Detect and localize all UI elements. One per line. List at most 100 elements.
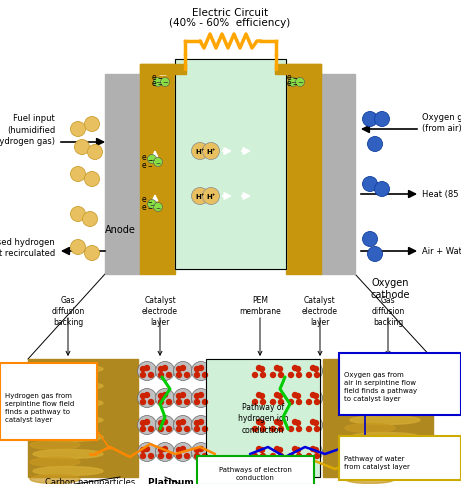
Text: Air + Water output: Air + Water output (422, 247, 461, 256)
Circle shape (296, 454, 301, 458)
Circle shape (260, 448, 265, 453)
Ellipse shape (350, 416, 420, 424)
Circle shape (285, 362, 305, 381)
Circle shape (137, 362, 156, 381)
Circle shape (141, 454, 146, 458)
Circle shape (159, 448, 164, 453)
Text: −: − (147, 163, 152, 168)
Circle shape (285, 416, 305, 435)
Circle shape (256, 447, 261, 452)
Circle shape (71, 167, 85, 182)
Circle shape (285, 442, 305, 462)
Circle shape (159, 426, 164, 432)
Circle shape (184, 426, 189, 432)
Ellipse shape (33, 416, 103, 424)
Circle shape (303, 362, 323, 381)
Circle shape (289, 454, 294, 458)
Circle shape (260, 393, 265, 399)
Ellipse shape (30, 457, 80, 467)
Text: H⁺: H⁺ (195, 194, 205, 199)
Circle shape (303, 442, 323, 462)
Circle shape (177, 448, 182, 453)
Circle shape (267, 362, 286, 381)
Circle shape (155, 389, 175, 408)
Circle shape (296, 78, 305, 87)
Circle shape (260, 421, 265, 425)
Bar (206, 359, 320, 477)
Circle shape (148, 373, 154, 378)
Ellipse shape (350, 365, 420, 374)
Circle shape (184, 373, 189, 378)
Ellipse shape (33, 382, 103, 391)
Circle shape (159, 421, 164, 425)
Text: Gas
diffusion
backing: Gas diffusion backing (51, 295, 85, 327)
Bar (105, 75, 140, 274)
Circle shape (303, 416, 323, 435)
Circle shape (289, 373, 294, 378)
Circle shape (260, 367, 265, 372)
Circle shape (159, 367, 164, 372)
Bar (320, 75, 355, 274)
Circle shape (367, 137, 383, 152)
Circle shape (292, 447, 297, 452)
Circle shape (249, 389, 268, 408)
Circle shape (137, 416, 156, 435)
FancyBboxPatch shape (197, 456, 314, 484)
Circle shape (314, 373, 319, 378)
Text: e: e (287, 78, 291, 87)
Circle shape (84, 246, 100, 261)
Text: −: − (162, 80, 168, 86)
Circle shape (177, 426, 182, 432)
Circle shape (314, 426, 319, 432)
Circle shape (296, 421, 301, 425)
Text: PEM
membrane: PEM membrane (239, 295, 281, 316)
Circle shape (253, 426, 258, 432)
Circle shape (296, 367, 301, 372)
Text: Unused hydrogen
gas output recirculated: Unused hydrogen gas output recirculated (0, 238, 55, 257)
Text: e: e (152, 72, 156, 81)
Text: −: − (290, 80, 296, 86)
Circle shape (148, 400, 154, 405)
Text: −: − (147, 205, 152, 210)
Bar (175, 60, 286, 270)
Bar (140, 65, 175, 274)
Circle shape (162, 420, 167, 424)
Circle shape (296, 393, 301, 399)
Circle shape (307, 454, 312, 458)
Circle shape (155, 416, 175, 435)
Circle shape (173, 389, 193, 408)
Circle shape (267, 389, 286, 408)
Circle shape (177, 373, 182, 378)
Circle shape (311, 366, 315, 371)
Text: Electric Circuit: Electric Circuit (192, 8, 268, 18)
Ellipse shape (33, 365, 103, 374)
Circle shape (271, 373, 276, 378)
Circle shape (141, 393, 146, 399)
Circle shape (71, 240, 85, 255)
Ellipse shape (350, 467, 420, 475)
Circle shape (162, 393, 167, 398)
Circle shape (195, 367, 200, 372)
Circle shape (274, 447, 279, 452)
Circle shape (199, 447, 203, 452)
Circle shape (313, 367, 319, 372)
Circle shape (75, 140, 89, 155)
Ellipse shape (33, 467, 103, 475)
Ellipse shape (345, 424, 395, 433)
Text: Carbon nanoparticles: Carbon nanoparticles (45, 477, 135, 484)
Ellipse shape (350, 399, 420, 408)
Circle shape (191, 188, 208, 205)
Circle shape (195, 373, 200, 378)
Text: −: − (147, 199, 152, 204)
Circle shape (166, 426, 171, 432)
Circle shape (278, 421, 283, 425)
Circle shape (313, 393, 319, 399)
Circle shape (374, 182, 390, 197)
Circle shape (184, 400, 189, 405)
Circle shape (88, 145, 102, 160)
Circle shape (141, 373, 146, 378)
FancyBboxPatch shape (0, 363, 97, 440)
Circle shape (278, 367, 283, 372)
Circle shape (137, 389, 156, 408)
Ellipse shape (345, 390, 395, 399)
